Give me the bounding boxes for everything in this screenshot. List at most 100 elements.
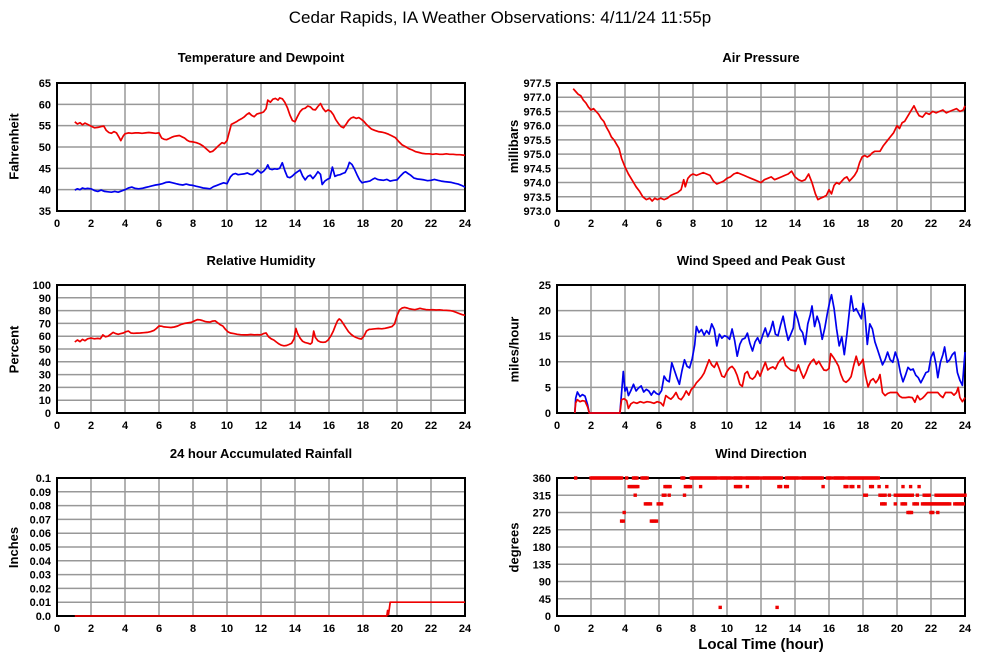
wind-direction-point xyxy=(663,493,667,497)
x-tick-label: 14 xyxy=(789,218,802,230)
wind-direction-point xyxy=(654,519,659,523)
wind-direction-point xyxy=(885,484,889,489)
wind-direction-point xyxy=(908,484,913,489)
wind-direction-point xyxy=(908,493,913,497)
wind-direction-point xyxy=(713,476,717,480)
wind-direction-point xyxy=(636,484,640,489)
wind-direction-point xyxy=(619,476,624,480)
wind-direction-point xyxy=(909,510,914,515)
wind-direction-point xyxy=(946,493,950,497)
wind-direction-point xyxy=(609,476,614,480)
x-tick-label: 14 xyxy=(289,623,302,635)
y-tick-label: 975.5 xyxy=(523,135,551,147)
x-tick-label: 24 xyxy=(459,218,472,230)
y-tick-label: 976.0 xyxy=(523,121,551,133)
y-tick-label: 90 xyxy=(539,577,551,589)
y-tick-label: 45 xyxy=(39,163,51,175)
wind-direction-point xyxy=(625,476,629,480)
x-tick-label: 2 xyxy=(588,218,594,230)
wind-direction-point xyxy=(688,484,693,489)
wind-direction-point xyxy=(912,502,916,506)
wind-direction-point xyxy=(706,476,710,480)
wind-direction-point xyxy=(783,484,788,489)
x-tick-label: 10 xyxy=(221,420,233,432)
x-tick-label: 0 xyxy=(54,420,60,432)
x-tick-label: 10 xyxy=(721,420,733,432)
x-tick-label: 2 xyxy=(588,623,594,635)
wind-direction-point xyxy=(723,476,727,480)
chart-title: Air Pressure xyxy=(722,50,800,65)
wind-direction-point xyxy=(592,476,597,480)
wind-direction-point xyxy=(685,484,689,489)
y-tick-label: 360 xyxy=(533,473,551,485)
wind-direction-point xyxy=(755,476,760,480)
x-tick-label: 6 xyxy=(156,420,162,432)
y-tick-label: 55 xyxy=(39,121,51,133)
y-tick-label: 977.0 xyxy=(523,92,551,104)
x-tick-label: 16 xyxy=(823,420,835,432)
y-tick-label: 0.0 xyxy=(36,611,51,623)
x-tick-label: 2 xyxy=(588,420,594,432)
x-tick-label: 24 xyxy=(959,420,972,432)
chart-relative-humidity: Relative Humidity Percent 0 2 4 6 8 10 12 14 16 1… xyxy=(0,243,500,436)
wind-direction-point xyxy=(869,476,874,480)
y-tick-label: 10 xyxy=(539,357,551,369)
wind-direction-point xyxy=(601,476,605,480)
x-tick-label: 8 xyxy=(190,623,196,635)
wind-direction-point xyxy=(942,493,947,497)
wind-direction-point xyxy=(936,510,940,515)
wind-direction-point xyxy=(931,510,935,515)
y-tick-label: 60 xyxy=(39,99,51,111)
x-tick-label: 8 xyxy=(690,218,696,230)
y-tick-label: 975.0 xyxy=(523,149,551,161)
x-tick-label: 6 xyxy=(156,218,162,230)
y-tick-label: 50 xyxy=(39,142,51,154)
x-axis-label: Local Time (hour) xyxy=(698,636,824,653)
wind-direction-point xyxy=(661,493,665,497)
wind-direction-point xyxy=(870,484,875,489)
chart-title: Wind Speed and Peak Gust xyxy=(676,253,846,268)
y-tick-label: 0.1 xyxy=(36,473,51,485)
wind-direction-point xyxy=(806,476,811,480)
wind-direction-point xyxy=(696,476,700,480)
x-tick-label: 2 xyxy=(88,218,94,230)
wind-direction-point xyxy=(789,476,794,480)
wind-direction-point xyxy=(698,476,702,480)
wind-direction-point xyxy=(835,476,840,480)
x-tick-label: 22 xyxy=(425,420,437,432)
x-tick-label: 14 xyxy=(789,623,802,635)
x-tick-label: 0 xyxy=(554,420,560,432)
wind-direction-point xyxy=(574,476,578,480)
wind-direction-point xyxy=(633,493,637,497)
wind-direction-point xyxy=(627,484,631,489)
wind-direction-point xyxy=(946,502,950,506)
x-tick-label: 16 xyxy=(823,623,835,635)
x-tick-label: 22 xyxy=(425,623,437,635)
wind-direction-point xyxy=(784,476,789,480)
y-tick-label: 65 xyxy=(39,78,51,90)
x-tick-label: 10 xyxy=(721,623,733,635)
wind-direction-point xyxy=(827,476,831,480)
wind-direction-point xyxy=(929,510,933,515)
wind-direction-point xyxy=(687,484,691,489)
wind-direction-point xyxy=(682,493,687,497)
y-tick-label: 60 xyxy=(39,331,51,343)
y-tick-label: 90 xyxy=(39,293,51,305)
wind-direction-point xyxy=(903,502,908,506)
wind-direction-point xyxy=(915,493,920,497)
wind-direction-point xyxy=(951,493,955,497)
wind-direction-point xyxy=(961,502,965,506)
y-tick-label: 40 xyxy=(39,185,51,197)
wind-direction-point xyxy=(778,484,783,489)
wind-direction-point xyxy=(959,502,964,506)
y-tick-label: 977.5 xyxy=(523,78,551,90)
x-tick-label: 16 xyxy=(323,623,335,635)
wind-direction-point xyxy=(829,476,833,480)
wind-direction-point xyxy=(866,476,870,480)
x-tick-label: 18 xyxy=(357,420,369,432)
page-title: Cedar Rapids, IA Weather Observations: 4… xyxy=(288,8,712,27)
chart-wind-direction: Wind Direction degrees 0 2 4 6 8 10 12 14 16 18 20… xyxy=(500,436,1000,660)
